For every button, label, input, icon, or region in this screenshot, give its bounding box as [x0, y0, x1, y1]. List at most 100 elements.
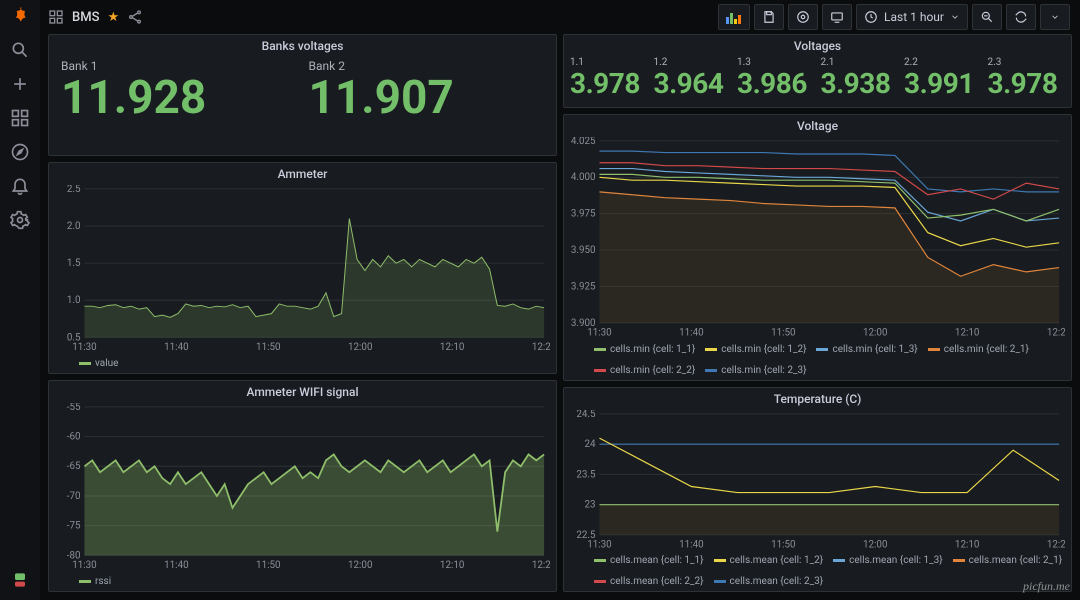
tv-mode-button[interactable]	[822, 4, 852, 30]
right-column: Voltages 1.13.9781.23.9641.33.9862.13.93…	[563, 34, 1072, 592]
settings-icon[interactable]	[10, 210, 30, 230]
voltage-stat: 1.13.978	[570, 57, 648, 98]
voltage-stat: 2.13.938	[821, 57, 899, 98]
stat-value: 11.907	[309, 75, 545, 121]
svg-text:11:50: 11:50	[256, 560, 280, 571]
panel-title: Voltage	[564, 115, 1071, 135]
dashboard-settings-button[interactable]	[788, 4, 818, 30]
stat-value: 3.938	[821, 70, 899, 98]
stat-value: 3.978	[570, 70, 648, 98]
left-column: Banks voltages Bank 1 11.928 Bank 2 11.9…	[48, 34, 557, 592]
svg-text:11:30: 11:30	[72, 342, 96, 353]
panel-title: Voltages	[564, 35, 1071, 55]
legend-item[interactable]: cells.mean {cell: 1_1}	[594, 555, 704, 566]
legend-item[interactable]: cells.min {cell: 1_2}	[705, 344, 806, 355]
legend-item[interactable]: cells.mean {cell: 2_1}	[953, 555, 1063, 566]
save-button[interactable]	[754, 4, 784, 30]
legend-item[interactable]: cells.min {cell: 2_2}	[594, 365, 695, 376]
legend-item[interactable]: cells.min {cell: 1_3}	[816, 344, 917, 355]
svg-text:2.5: 2.5	[67, 185, 81, 195]
content-grid: Banks voltages Bank 1 11.928 Bank 2 11.9…	[40, 34, 1080, 600]
svg-text:11:50: 11:50	[256, 342, 280, 353]
chart-body[interactable]: -80-75-70-65-60-5511:3011:4011:5012:0012…	[49, 401, 556, 573]
time-range-picker[interactable]: Last 1 hour	[856, 4, 968, 30]
svg-text:23.5: 23.5	[576, 469, 596, 480]
svg-text:11:30: 11:30	[72, 560, 96, 571]
svg-text:-60: -60	[67, 432, 81, 443]
banks-stat-row: Bank 1 11.928 Bank 2 11.907	[49, 55, 556, 135]
svg-text:24: 24	[584, 439, 596, 450]
legend-item[interactable]: cells.min {cell: 2_1}	[928, 344, 1029, 355]
legend: rssi	[49, 573, 556, 591]
panel-title: Ammeter WIFI signal	[49, 381, 556, 401]
svg-text:3.975: 3.975	[571, 209, 596, 220]
svg-text:-65: -65	[67, 461, 81, 472]
svg-text:12:10: 12:10	[440, 342, 464, 353]
wifi-panel: Ammeter WIFI signal -80-75-70-65-60-5511…	[48, 380, 557, 592]
svg-text:12:00: 12:00	[348, 342, 372, 353]
server-admin-icon[interactable]	[10, 570, 30, 590]
svg-text:12:20: 12:20	[1047, 539, 1065, 550]
voltage-stat: 1.33.986	[737, 57, 815, 98]
banks-voltages-panel: Banks voltages Bank 1 11.928 Bank 2 11.9…	[48, 34, 557, 156]
legend-item[interactable]: rssi	[79, 576, 111, 587]
svg-text:11:40: 11:40	[679, 539, 703, 550]
svg-text:12:10: 12:10	[955, 328, 979, 339]
panel-title: Ammeter	[49, 163, 556, 183]
plus-icon[interactable]	[10, 74, 30, 94]
chart-body[interactable]: 0.51.01.52.02.511:3011:4011:5012:0012:10…	[49, 183, 556, 355]
svg-text:12:20: 12:20	[532, 342, 550, 353]
topbar: BMS ★ Last 1 hour	[40, 0, 1080, 34]
svg-text:-70: -70	[67, 491, 81, 502]
chart-body[interactable]: 22.52323.52424.511:3011:4011:5012:0012:1…	[564, 408, 1071, 552]
voltage-stat: 1.23.964	[654, 57, 732, 98]
svg-text:4.000: 4.000	[571, 172, 596, 183]
legend-item[interactable]: cells.min {cell: 2_3}	[705, 365, 806, 376]
page-title[interactable]: BMS	[72, 10, 99, 25]
dashboards-icon[interactable]	[10, 108, 30, 128]
chart-body[interactable]: 3.9003.9253.9503.9754.0004.02511:3011:40…	[564, 135, 1071, 341]
svg-text:11:50: 11:50	[771, 539, 795, 550]
legend: cells.mean {cell: 1_1} cells.mean {cell: …	[564, 552, 1071, 591]
voltages-stat-row: 1.13.9781.23.9641.33.9862.13.9382.23.991…	[564, 55, 1071, 106]
alerting-icon[interactable]	[10, 176, 30, 196]
apps-icon[interactable]	[48, 9, 64, 25]
refresh-button[interactable]	[1006, 4, 1036, 30]
svg-text:11:40: 11:40	[679, 328, 703, 339]
nav-rail	[0, 0, 40, 600]
bank-stat: Bank 1 11.928	[61, 59, 297, 121]
panel-title: Temperature (C)	[564, 388, 1071, 408]
svg-text:-55: -55	[67, 403, 81, 413]
add-panel-button[interactable]	[718, 4, 750, 30]
ammeter-panel: Ammeter 0.51.01.52.02.511:3011:4011:5012…	[48, 162, 557, 374]
svg-text:12:00: 12:00	[863, 328, 887, 339]
svg-text:12:10: 12:10	[955, 539, 979, 550]
temperature-chart-panel: Temperature (C) 22.52323.52424.511:3011:…	[563, 387, 1072, 592]
share-icon[interactable]	[127, 9, 143, 25]
panel-title: Banks voltages	[49, 35, 556, 55]
legend-item[interactable]: cells.mean {cell: 1_2}	[714, 555, 824, 566]
legend-item[interactable]: cells.mean {cell: 1_3}	[833, 555, 943, 566]
svg-text:-75: -75	[67, 521, 81, 532]
legend-item[interactable]: cells.mean {cell: 2_2}	[594, 576, 704, 587]
voltages-stat-panel: Voltages 1.13.9781.23.9641.33.9862.13.93…	[563, 34, 1072, 108]
svg-text:12:00: 12:00	[863, 539, 887, 550]
refresh-interval-button[interactable]	[1040, 4, 1070, 30]
grafana-logo-icon[interactable]	[10, 6, 30, 26]
search-icon[interactable]	[10, 40, 30, 60]
svg-text:11:50: 11:50	[771, 328, 795, 339]
star-icon[interactable]: ★	[107, 10, 119, 25]
voltage-stat: 2.33.978	[988, 57, 1066, 98]
svg-text:12:10: 12:10	[440, 560, 464, 571]
zoom-out-button[interactable]	[972, 4, 1002, 30]
legend-item[interactable]: cells.mean {cell: 2_3}	[714, 576, 824, 587]
main: BMS ★ Last 1 hour	[40, 0, 1080, 600]
explore-icon[interactable]	[10, 142, 30, 162]
stat-value: 3.964	[654, 70, 732, 98]
svg-text:2.0: 2.0	[67, 221, 81, 232]
svg-text:12:00: 12:00	[348, 560, 372, 571]
legend-item[interactable]: cells.min {cell: 1_1}	[594, 344, 695, 355]
legend: cells.min {cell: 1_1} cells.min {cell: 1_…	[564, 341, 1071, 380]
legend-item[interactable]: value	[79, 358, 118, 369]
svg-text:12:20: 12:20	[1047, 328, 1065, 339]
